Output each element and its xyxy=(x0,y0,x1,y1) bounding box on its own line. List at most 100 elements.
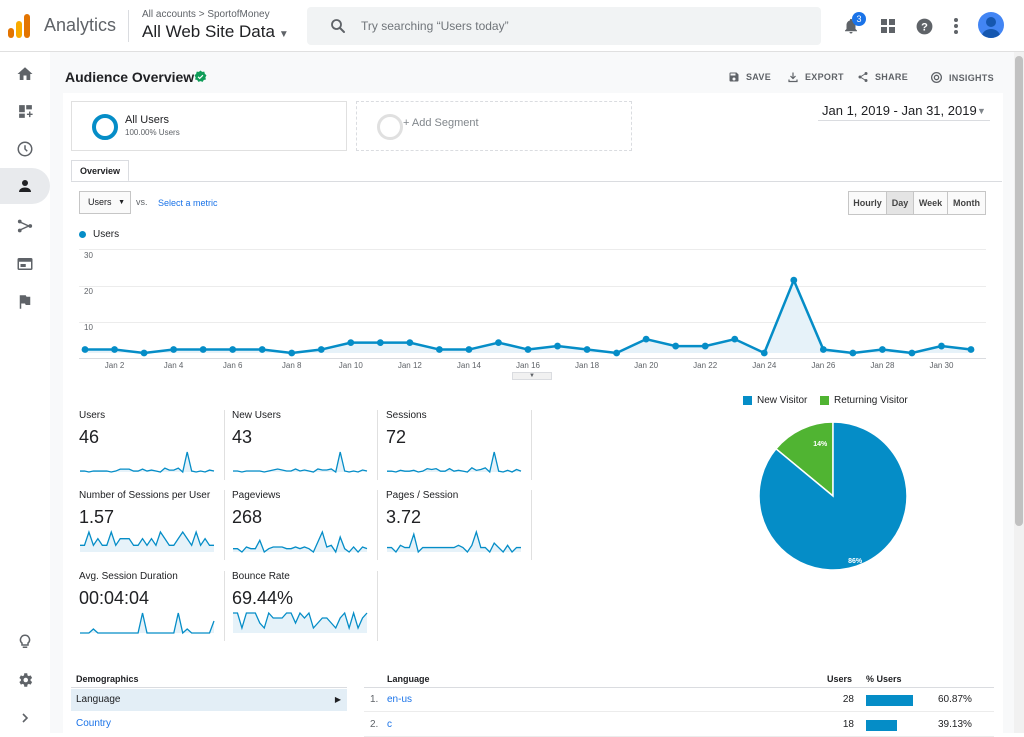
apps-grid-icon[interactable] xyxy=(876,14,900,38)
data-point[interactable] xyxy=(908,349,916,357)
column-header-users[interactable]: Users xyxy=(827,674,853,684)
top-bar: Analytics All accounts > SportofMoney Al… xyxy=(0,0,1024,52)
data-point[interactable] xyxy=(317,346,325,353)
nav-home[interactable] xyxy=(0,56,50,92)
data-point[interactable] xyxy=(967,346,975,353)
export-icon xyxy=(788,72,798,83)
metric-dropdown-value: Users xyxy=(88,197,112,207)
data-point[interactable] xyxy=(140,349,148,357)
data-point[interactable] xyxy=(731,335,739,343)
nav-admin[interactable] xyxy=(0,662,50,698)
view-selector[interactable]: All Web Site Data ▼ xyxy=(142,22,289,42)
metric-tile[interactable]: Bounce Rate 69.44% xyxy=(232,571,378,641)
visitor-type-pie-chart[interactable]: 14% 86% xyxy=(755,418,911,574)
export-button[interactable]: EXPORT xyxy=(787,71,844,83)
account-breadcrumb[interactable]: All accounts > SportofMoney xyxy=(142,9,270,20)
date-range-picker[interactable]: Jan 1, 2019 - Jan 31, 2019 xyxy=(822,103,977,118)
data-point[interactable] xyxy=(229,346,237,353)
search-input[interactable] xyxy=(361,7,801,45)
metric-tile[interactable]: Sessions 72 xyxy=(386,410,532,480)
chart-resize-handle[interactable]: ▼ xyxy=(512,372,552,380)
language-link[interactable]: c xyxy=(387,719,392,730)
more-vert-icon[interactable] xyxy=(944,14,968,38)
pie-slice-returning-visitor[interactable] xyxy=(774,421,834,498)
granularity-month[interactable]: Month xyxy=(947,191,986,215)
nav-realtime[interactable] xyxy=(0,131,50,167)
data-point[interactable] xyxy=(613,349,620,357)
metric-tile[interactable]: Number of Sessions per User 1.57 xyxy=(79,490,225,560)
page-scrollbar[interactable] xyxy=(1014,52,1024,733)
demographics-country[interactable]: Country xyxy=(71,713,347,735)
metric-tile[interactable]: Pages / Session 3.72 xyxy=(386,490,532,560)
data-point[interactable] xyxy=(849,349,857,357)
insights-button[interactable]: INSIGHTS xyxy=(930,71,994,84)
granularity-hourly[interactable]: Hourly xyxy=(848,191,887,215)
data-point[interactable] xyxy=(672,342,680,350)
data-point[interactable] xyxy=(406,339,414,346)
sparkline-fill xyxy=(233,613,367,633)
metric-tile[interactable]: Pageviews 268 xyxy=(232,490,378,560)
metric-sparkline xyxy=(80,451,215,474)
x-tick-label: Jan 10 xyxy=(338,361,363,370)
metric-tile[interactable]: Avg. Session Duration 00:04:04 xyxy=(79,571,225,641)
data-point[interactable] xyxy=(436,346,443,353)
nav-expand[interactable] xyxy=(0,700,50,736)
granularity-day[interactable]: Day xyxy=(886,191,914,215)
data-point[interactable] xyxy=(524,346,532,353)
data-point[interactable] xyxy=(465,346,473,353)
data-point[interactable] xyxy=(288,349,296,357)
users-line-chart[interactable] xyxy=(79,247,986,359)
search-box[interactable] xyxy=(307,7,821,45)
data-point[interactable] xyxy=(199,346,207,353)
column-header-percent-users[interactable]: % Users xyxy=(866,674,902,684)
language-link[interactable]: en-us xyxy=(387,694,413,705)
nav-discover[interactable] xyxy=(0,624,50,660)
demographics-language[interactable]: Language ▶ xyxy=(71,689,347,711)
data-point[interactable] xyxy=(583,346,591,353)
table-header-divider xyxy=(364,687,994,688)
data-point[interactable] xyxy=(760,349,768,357)
pie-slice-new-visitor[interactable] xyxy=(758,421,908,571)
metric-dropdown[interactable]: Users ▼ xyxy=(79,191,131,214)
metric-value: 72 xyxy=(386,427,407,447)
select-metric-link[interactable]: Select a metric xyxy=(158,198,218,208)
data-point[interactable] xyxy=(111,346,118,353)
data-point[interactable] xyxy=(554,342,561,350)
data-point[interactable] xyxy=(938,342,945,350)
data-point[interactable] xyxy=(495,339,502,346)
metric-tile[interactable]: Users 46 xyxy=(79,410,225,480)
metric-tile[interactable]: New Users 43 xyxy=(232,410,378,480)
add-segment-button[interactable]: + Add Segment xyxy=(356,101,632,151)
segment-all-users[interactable]: All Users 100.00% Users xyxy=(71,101,347,151)
data-point[interactable] xyxy=(701,342,709,350)
data-point[interactable] xyxy=(170,346,177,353)
nav-customization[interactable] xyxy=(0,93,50,129)
tab-overview[interactable]: Overview xyxy=(71,160,129,182)
column-header-language[interactable]: Language xyxy=(387,674,430,684)
data-point[interactable] xyxy=(376,339,384,346)
acquisition-icon xyxy=(17,219,33,233)
data-point[interactable] xyxy=(790,276,798,284)
help-icon[interactable]: ? xyxy=(912,14,936,38)
account-avatar[interactable] xyxy=(978,12,1004,38)
share-button[interactable]: SHARE xyxy=(857,71,908,83)
save-button[interactable]: SAVE xyxy=(728,71,771,83)
data-point[interactable] xyxy=(81,346,89,353)
data-point[interactable] xyxy=(819,346,827,353)
nav-conversions[interactable] xyxy=(0,284,50,320)
demographics-heading: Demographics xyxy=(76,674,139,684)
analytics-logo[interactable] xyxy=(8,14,30,38)
nav-audience[interactable] xyxy=(0,168,50,204)
gridline xyxy=(79,286,986,287)
date-caret-down-icon[interactable]: ▼ xyxy=(977,106,986,116)
tab-divider xyxy=(71,181,1002,182)
granularity-week[interactable]: Week xyxy=(913,191,948,215)
data-point[interactable] xyxy=(642,335,650,343)
data-point[interactable] xyxy=(347,339,355,346)
data-point[interactable] xyxy=(258,346,266,353)
scrollbar-thumb[interactable] xyxy=(1015,56,1023,526)
nav-behavior[interactable] xyxy=(0,246,50,282)
data-point[interactable] xyxy=(879,346,886,353)
nav-acquisition[interactable] xyxy=(0,208,50,244)
demographics-item-label: Country xyxy=(76,718,112,729)
